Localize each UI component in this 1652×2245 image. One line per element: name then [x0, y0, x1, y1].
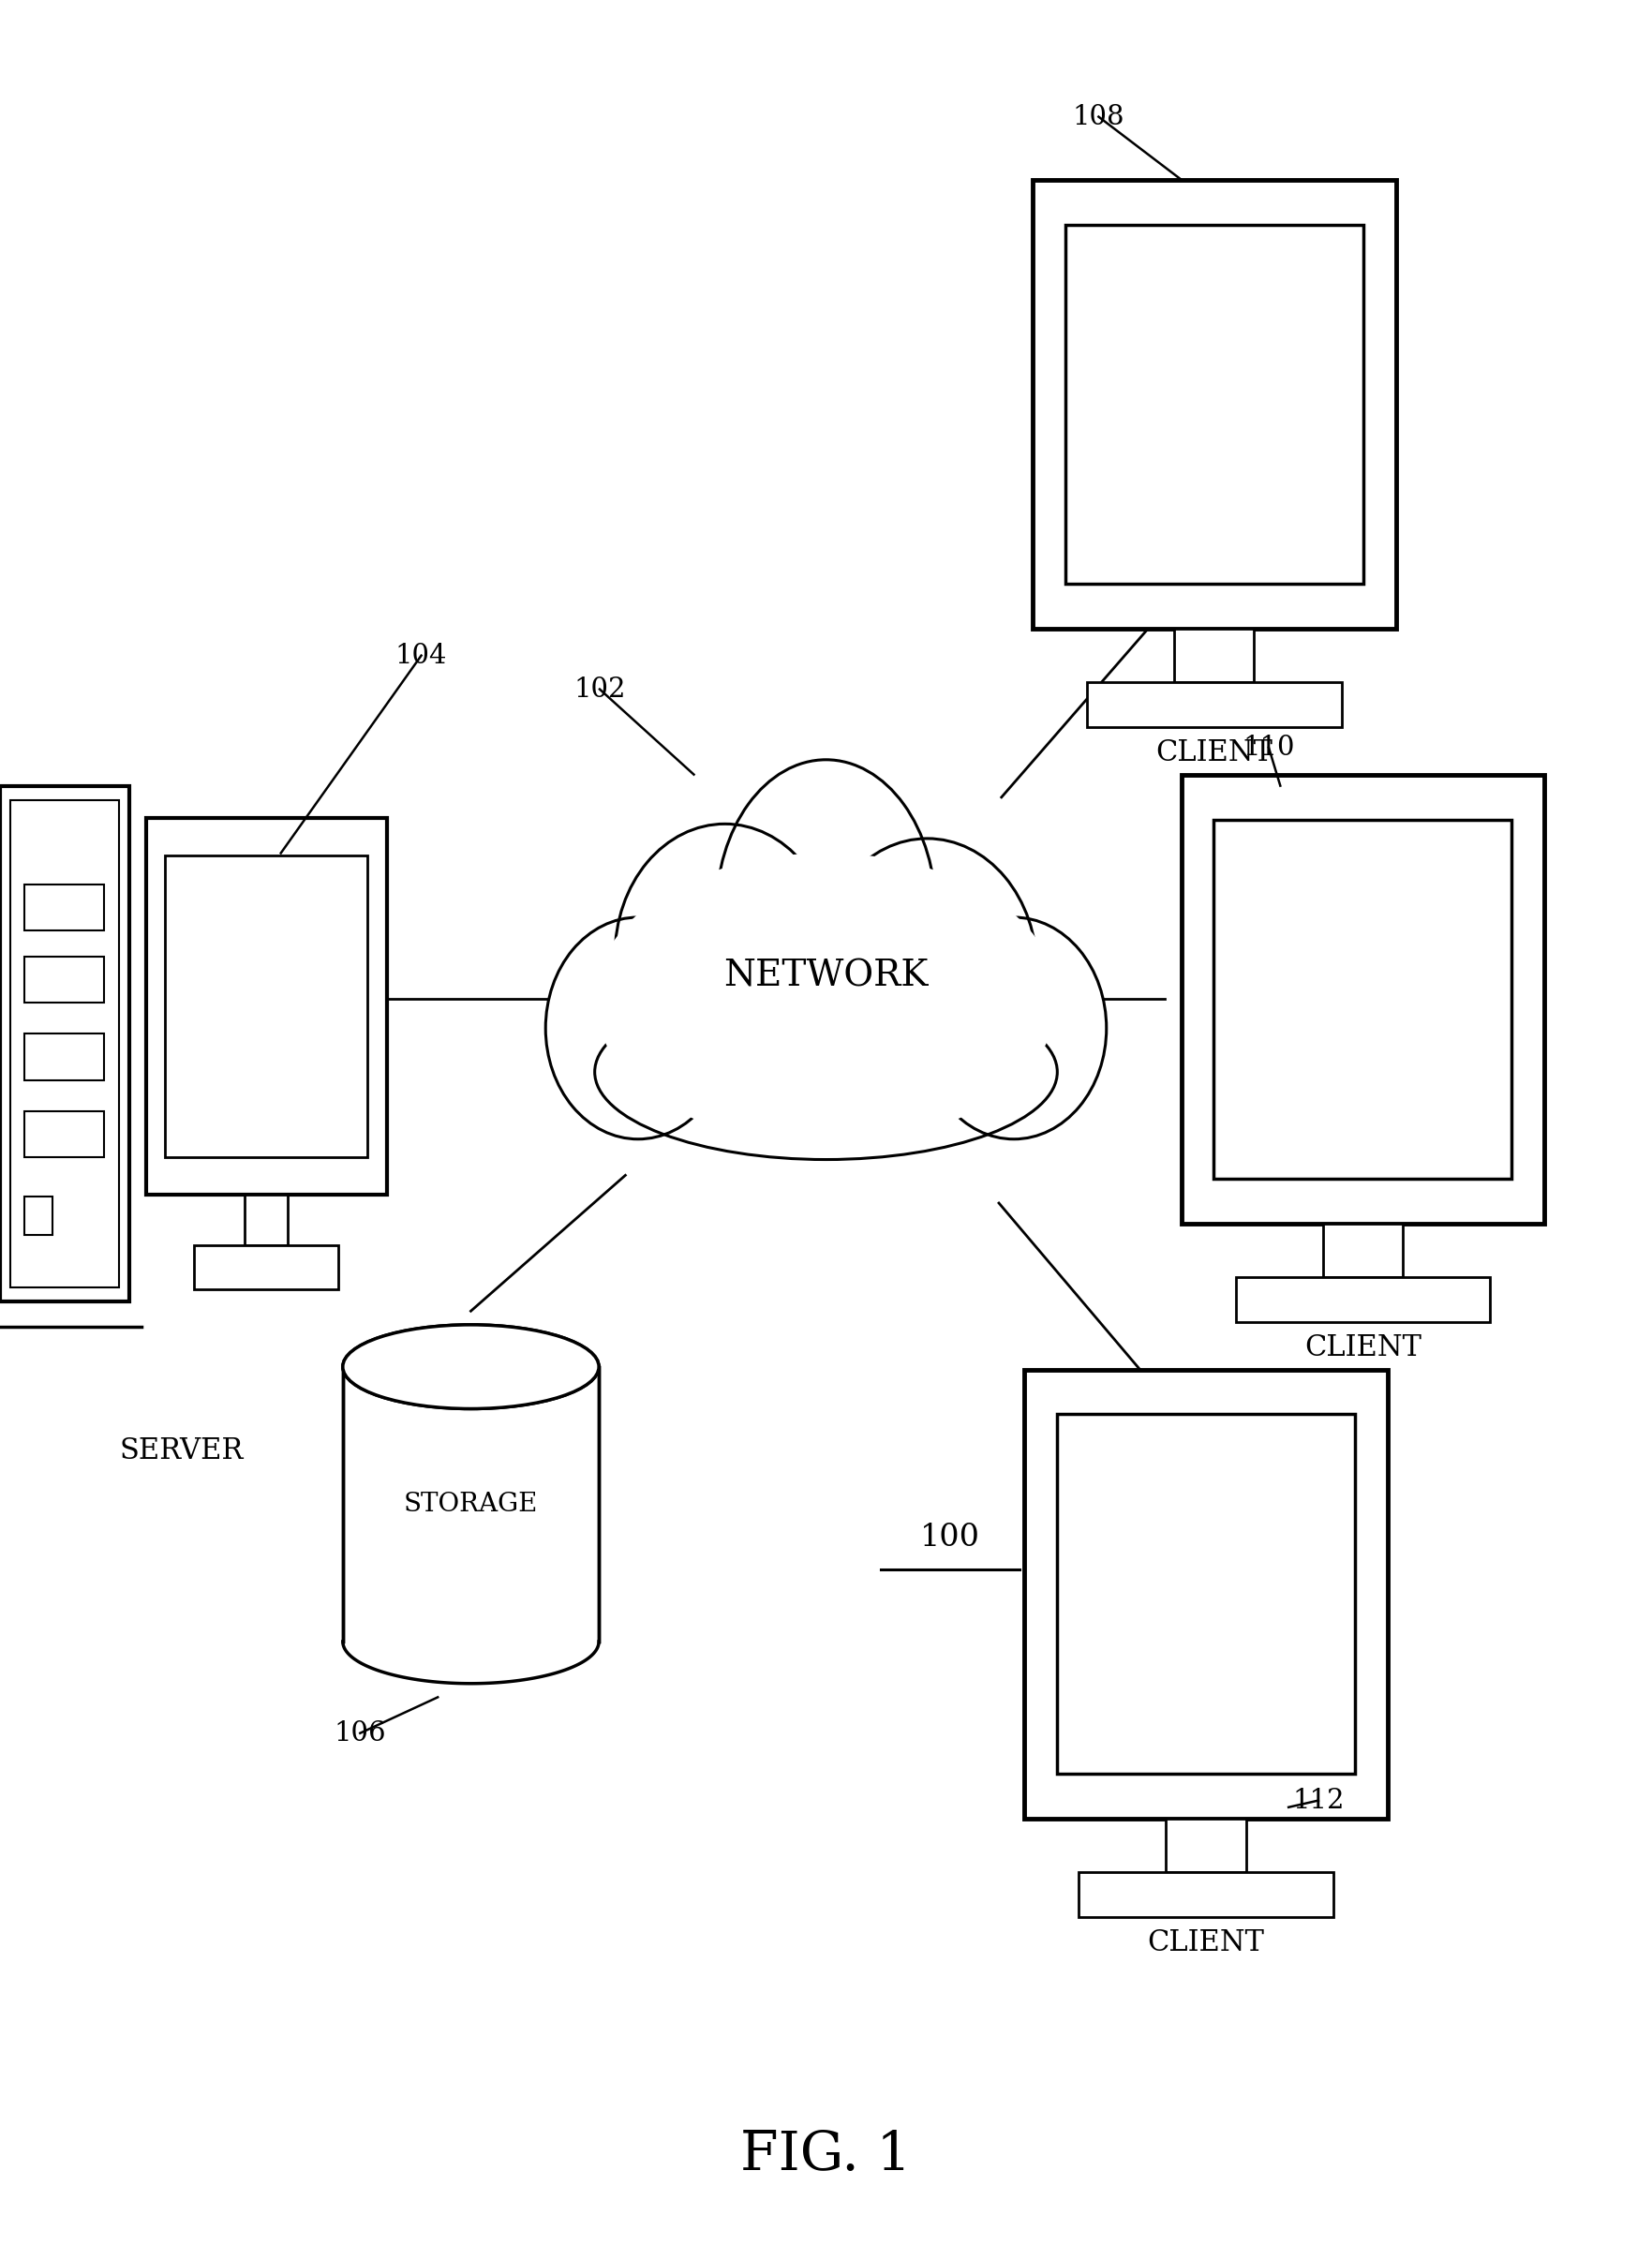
Text: CLIENT: CLIENT	[1148, 1928, 1264, 1958]
FancyBboxPatch shape	[25, 1197, 53, 1235]
Text: SERVER: SERVER	[119, 1437, 244, 1466]
Ellipse shape	[818, 837, 1037, 1100]
Text: 108: 108	[1072, 103, 1125, 130]
FancyBboxPatch shape	[1181, 775, 1545, 1224]
FancyBboxPatch shape	[1079, 1872, 1333, 1917]
FancyBboxPatch shape	[1236, 1277, 1490, 1322]
FancyBboxPatch shape	[25, 885, 104, 929]
FancyBboxPatch shape	[195, 1246, 339, 1289]
Text: 100: 100	[920, 1522, 980, 1554]
FancyBboxPatch shape	[25, 1111, 104, 1158]
Ellipse shape	[342, 1325, 598, 1410]
FancyBboxPatch shape	[1024, 1369, 1388, 1818]
Ellipse shape	[615, 824, 834, 1087]
FancyBboxPatch shape	[145, 817, 387, 1194]
FancyBboxPatch shape	[244, 1194, 287, 1246]
Text: CLIENT: CLIENT	[1156, 739, 1272, 768]
Text: 102: 102	[573, 676, 626, 703]
Text: STORAGE: STORAGE	[403, 1491, 539, 1518]
Ellipse shape	[595, 853, 1057, 1145]
Text: NETWORK: NETWORK	[724, 959, 928, 995]
FancyBboxPatch shape	[1214, 819, 1512, 1179]
FancyBboxPatch shape	[10, 799, 119, 1289]
FancyBboxPatch shape	[165, 855, 367, 1156]
FancyBboxPatch shape	[1057, 1414, 1355, 1774]
FancyBboxPatch shape	[25, 1033, 104, 1080]
Text: 106: 106	[334, 1720, 387, 1747]
Text: CLIENT: CLIENT	[1305, 1334, 1421, 1363]
Text: 104: 104	[395, 642, 448, 669]
FancyBboxPatch shape	[0, 786, 129, 1302]
FancyBboxPatch shape	[25, 956, 104, 1004]
Text: FIG. 1: FIG. 1	[740, 2128, 912, 2182]
Ellipse shape	[595, 983, 1057, 1158]
FancyBboxPatch shape	[1175, 629, 1254, 682]
FancyBboxPatch shape	[1087, 682, 1341, 727]
FancyBboxPatch shape	[1066, 225, 1363, 584]
FancyBboxPatch shape	[1323, 1224, 1403, 1277]
Ellipse shape	[545, 918, 730, 1138]
FancyBboxPatch shape	[1032, 180, 1396, 629]
Ellipse shape	[922, 918, 1107, 1138]
Bar	[342, 1367, 598, 1641]
Ellipse shape	[342, 1325, 598, 1410]
Text: 110: 110	[1242, 734, 1295, 761]
FancyBboxPatch shape	[1166, 1818, 1246, 1872]
Ellipse shape	[715, 759, 935, 1064]
Text: 112: 112	[1292, 1787, 1345, 1814]
